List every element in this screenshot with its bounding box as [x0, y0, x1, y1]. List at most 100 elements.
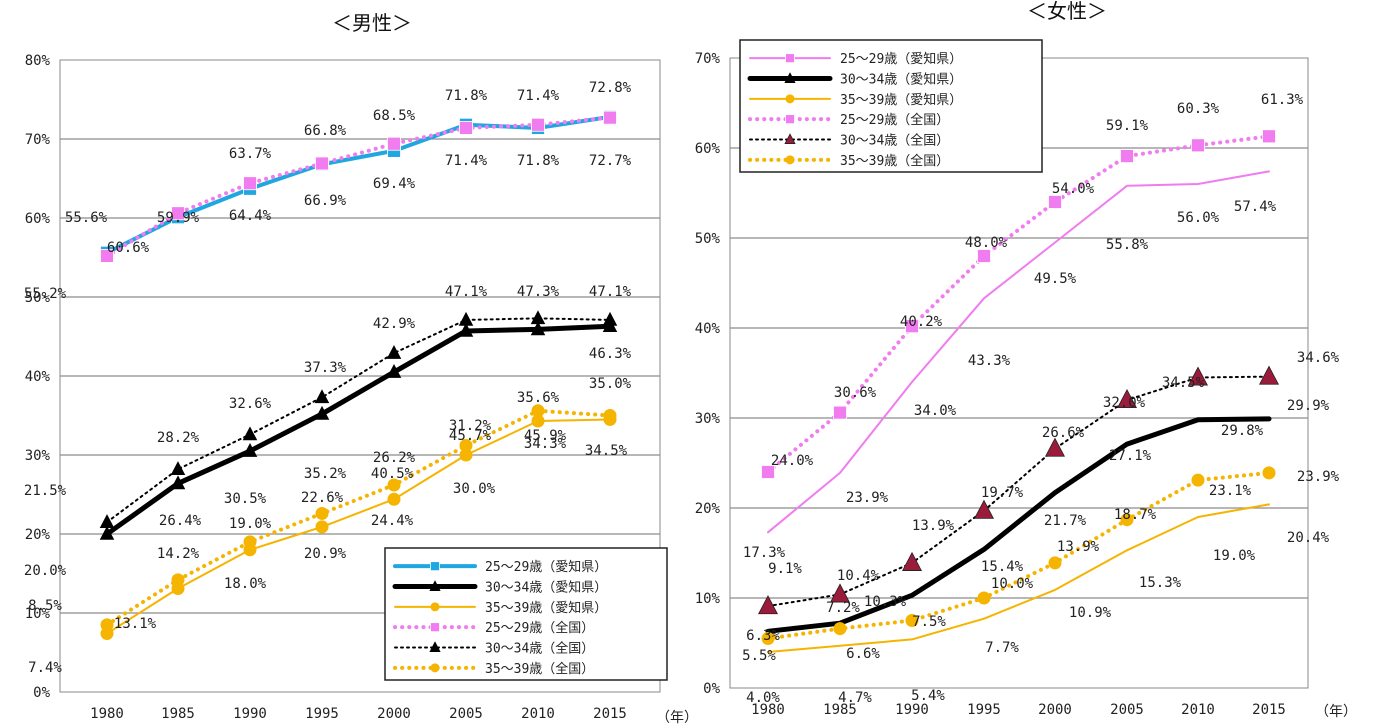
y-tick-label: 40%	[695, 321, 721, 337]
chart-female: 0% 10% 20% 30% 40% 50% 60% 70% 1980 1985 1990 1995 2…	[695, 0, 1357, 720]
x-tick-label: 1980	[751, 702, 785, 718]
legend-label: 25～29歳（愛知県）	[840, 51, 962, 67]
data-label: 34.6%	[1297, 350, 1340, 366]
data-label: 10.4%	[837, 568, 880, 584]
series-line-5	[105, 408, 612, 627]
series-1-point	[170, 475, 186, 490]
y-tick-label: 70%	[695, 51, 721, 67]
data-label: 19.0%	[1213, 548, 1256, 564]
y-tick-label: 10%	[695, 591, 721, 607]
data-label: 30.6%	[834, 385, 877, 401]
data-label: 19.0%	[229, 516, 272, 532]
data-label: 24.4%	[371, 513, 414, 529]
chart-male: 0% 10% 20% 30% 40% 50% 60% 70% 80% 1980 1985 1990 19…	[24, 11, 698, 724]
series-3-point	[1120, 149, 1134, 164]
series-4-point	[314, 389, 330, 404]
chart-title: ＜女性＞	[1027, 0, 1107, 23]
data-label: 24.0%	[771, 453, 814, 469]
data-label: 30.0%	[453, 481, 496, 497]
data-label: 21.5%	[24, 483, 67, 499]
data-label: 32.0%	[1103, 395, 1146, 411]
x-tick-label: 1985	[823, 702, 857, 718]
data-label: 47.1%	[445, 284, 488, 300]
legend-swatch-marker	[785, 53, 795, 64]
data-label: 23.1%	[1209, 483, 1252, 499]
data-label: 6.6%	[846, 646, 880, 662]
series-3-point	[833, 405, 847, 420]
data-label: 8.5%	[28, 598, 62, 614]
y-tick-label: 20%	[25, 527, 51, 543]
data-label: 45.7%	[449, 428, 492, 444]
series-3-point	[243, 176, 257, 191]
series-4-point	[386, 345, 402, 359]
series-5-point	[905, 614, 919, 627]
series-3-point	[1048, 195, 1062, 209]
series-line-4	[767, 375, 1270, 608]
data-label: 59.9%	[157, 210, 200, 226]
data-label: 17.3%	[743, 545, 786, 561]
series-line-1	[765, 416, 1272, 634]
series-1-point	[99, 525, 115, 540]
series-3-point	[315, 156, 329, 171]
y-tick-label: 30%	[695, 411, 721, 427]
legend-label: 35～39歳（愛知県）	[485, 600, 607, 616]
data-label: 54.0%	[1052, 181, 1095, 197]
series-5-point	[171, 573, 185, 587]
y-tick-label: 0%	[33, 685, 50, 701]
x-tick-label: 1990	[233, 706, 267, 722]
data-label: 55.8%	[1106, 237, 1149, 253]
data-label: 34.3%	[524, 436, 567, 452]
data-label: 10.0%	[991, 576, 1034, 592]
series-5-point	[1048, 556, 1062, 570]
data-label: 13.9%	[912, 518, 955, 534]
series-line-0	[767, 170, 1270, 534]
series-3-point	[100, 249, 114, 263]
legend-label: 35～39歳（愛知県）	[840, 92, 962, 108]
data-label: 13.1%	[114, 616, 157, 632]
data-label: 4.7%	[838, 690, 872, 706]
y-tick-label: 50%	[695, 231, 721, 247]
x-axis-unit: （年）	[1315, 704, 1357, 720]
legend-swatch-marker	[785, 94, 795, 104]
x-tick-label: 2005	[1110, 702, 1144, 718]
y-tick-label: 40%	[25, 369, 51, 385]
legend-swatch-marker	[429, 580, 441, 591]
data-label: 9.1%	[768, 561, 802, 577]
series-5-point	[833, 622, 847, 636]
data-label: 43.3%	[968, 353, 1011, 369]
y-tick-label: 60%	[695, 141, 721, 157]
y-tick-label: 50%	[25, 290, 51, 306]
series-5-point	[531, 404, 545, 418]
series-2-point	[387, 492, 401, 506]
series-5-point	[977, 591, 991, 605]
data-label: 34.0%	[914, 403, 957, 419]
data-label: 29.8%	[1221, 423, 1264, 439]
x-tick-label: 1995	[967, 702, 1001, 718]
series-4-point	[1044, 437, 1066, 457]
series-5-point	[1191, 473, 1205, 487]
series-line-2	[767, 503, 1270, 653]
data-label: 47.3%	[517, 284, 560, 300]
data-label: 21.7%	[1044, 513, 1087, 529]
data-label: 71.4%	[445, 153, 488, 169]
series-4-point	[1258, 365, 1280, 385]
legend-swatch-marker	[430, 602, 440, 612]
data-label: 7.4%	[28, 660, 62, 676]
data-label: 23.9%	[846, 490, 889, 506]
x-tick-label: 1980	[90, 706, 124, 722]
data-label: 7.2%	[826, 600, 860, 616]
data-label: 18.7%	[1114, 507, 1157, 523]
data-label: 31.2%	[449, 418, 492, 434]
series-4-point	[242, 426, 258, 441]
series-3-point	[761, 465, 775, 479]
y-tick-label: 20%	[695, 501, 721, 517]
series-3-point	[1191, 138, 1205, 153]
legend-swatch-marker	[784, 72, 796, 83]
data-label: 10.9%	[1069, 605, 1112, 621]
data-label: 5.5%	[742, 648, 776, 664]
data-label: 71.8%	[445, 88, 488, 104]
data-label: 26.6%	[1042, 425, 1085, 441]
data-label: 20.0%	[24, 563, 67, 579]
series-5-point	[100, 618, 114, 632]
